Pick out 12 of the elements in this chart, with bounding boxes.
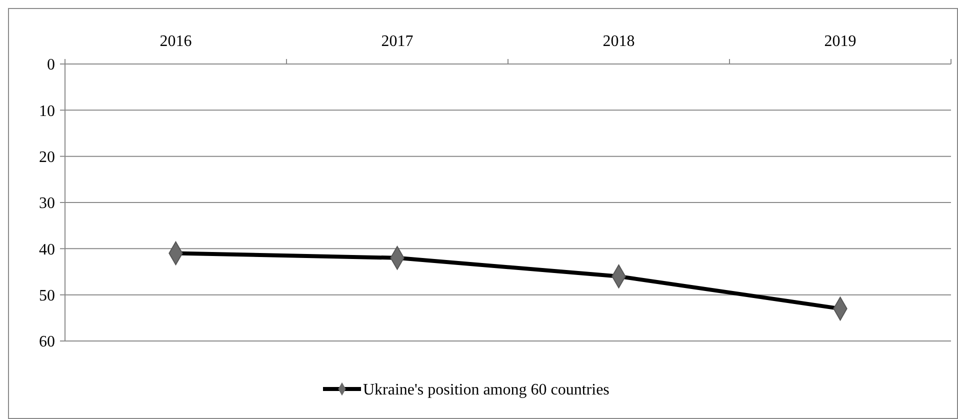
y-tick-label: 20 [39, 148, 55, 166]
legend-label: Ukraine's position among 60 countries [363, 382, 610, 399]
y-tick-label: 60 [39, 334, 55, 351]
y-tick-label: 10 [39, 102, 55, 120]
y-tick-label: 30 [39, 195, 55, 212]
x-tick-label: 2016 [160, 33, 192, 50]
x-tick-label: 2018 [602, 33, 635, 50]
y-tick-label: 50 [39, 287, 55, 304]
x-tick-label: 2019 [824, 33, 856, 50]
y-tick-label: 40 [39, 241, 55, 258]
x-tick-label: 2017 [381, 33, 414, 50]
y-tick-label: 0 [47, 56, 55, 74]
